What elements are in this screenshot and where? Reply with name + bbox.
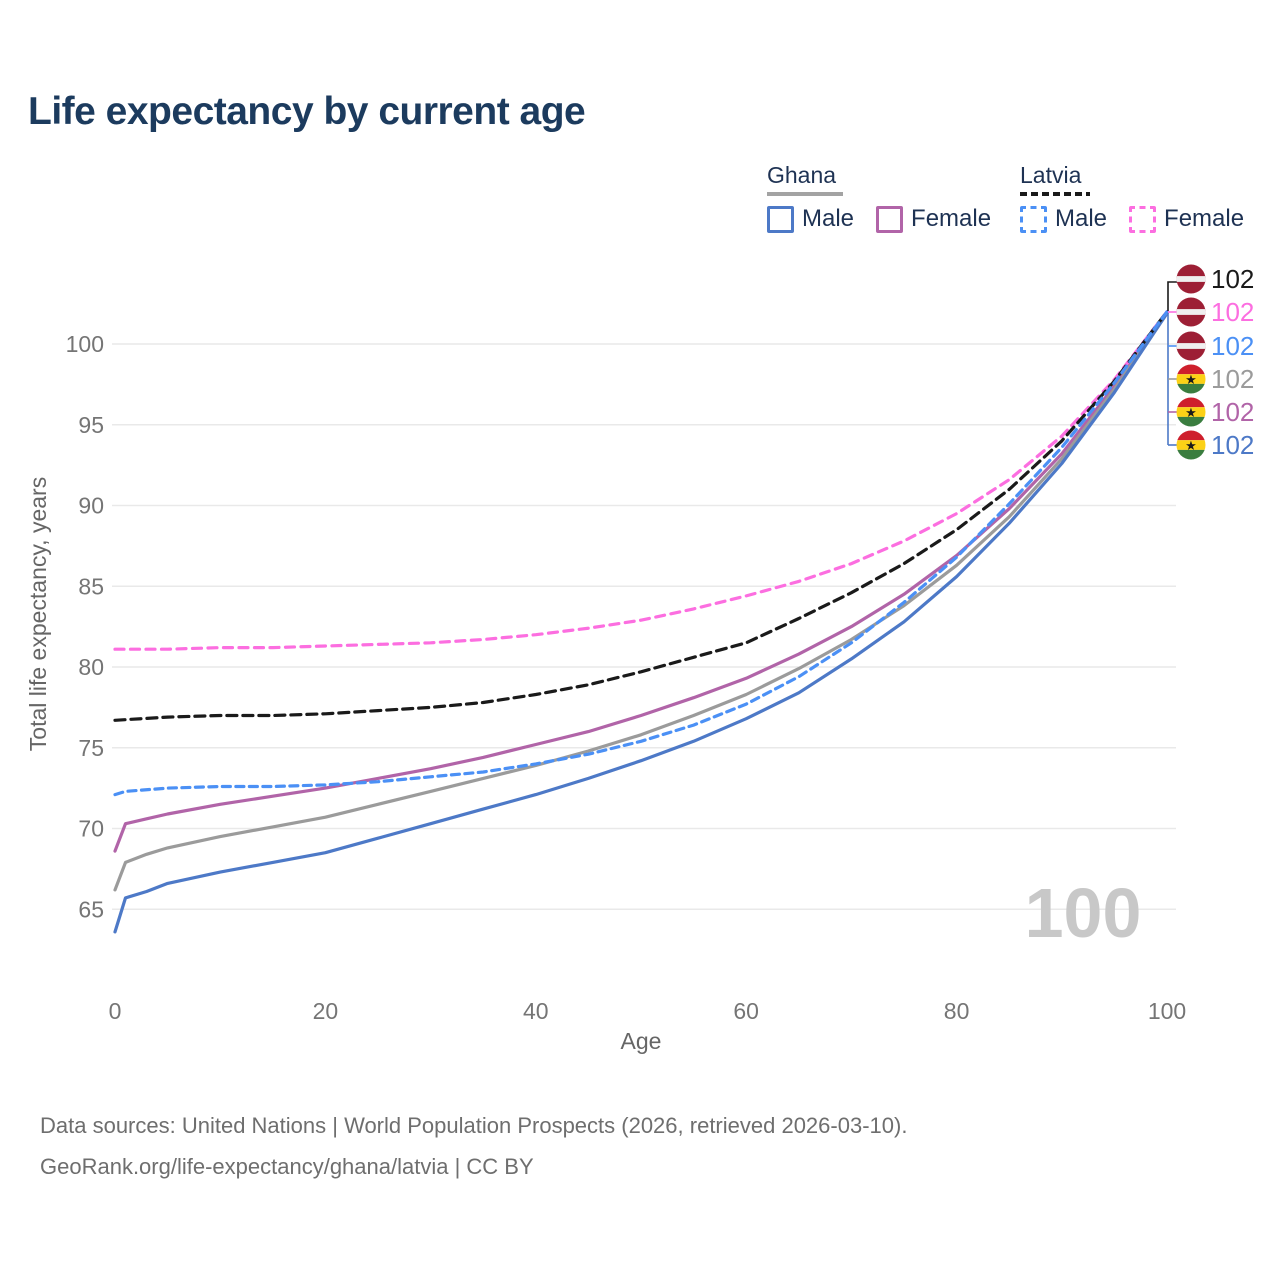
y-tick-90: 90 [78,493,104,519]
x-tick-100: 100 [1148,998,1186,1024]
footer-data-sources: Data sources: United Nations | World Pop… [40,1113,908,1138]
legend-group-latvia: Latvia Male Female [1020,162,1266,233]
y-tick-65: 65 [78,896,104,922]
ghana-male-swatch-icon [767,205,794,233]
end-label-value: 102 [1211,364,1254,394]
legend-country-ghana-label: Ghana [767,162,837,188]
legend-item-ghana-female[interactable]: Female [876,205,991,233]
end-label-leaders [1167,281,1177,446]
end-label-value: 102 [1211,430,1254,460]
series-latvia-female[interactable] [113,310,1169,651]
ghana-flag-icon: ★ [1176,364,1206,394]
legend-country-latvia[interactable]: Latvia [1020,162,1266,196]
latvia-flag-icon [1176,331,1206,361]
y-tick-70: 70 [78,816,104,842]
legend-ghana-male-label: Male [802,205,855,232]
series-ghana-male[interactable] [113,311,1169,934]
end-label-row: ★ 102 [1176,364,1254,394]
x-tick-20: 20 [313,998,339,1024]
end-label-row: ★ 102 [1176,397,1254,427]
legend-country-latvia-label: Latvia [1020,162,1082,188]
legend-country-ghana[interactable]: Ghana [767,162,1013,196]
watermark-age: 100 [1025,874,1142,952]
y-tick-75: 75 [78,735,104,761]
end-label-row: 102 [1176,264,1254,294]
latvia-flag-icon [1176,297,1206,327]
x-tick-80: 80 [944,998,970,1024]
end-label-value: 102 [1211,331,1254,361]
series-ghana-all[interactable] [113,311,1169,892]
latvia-male-swatch-icon [1020,205,1047,233]
end-label-row: 102 [1176,297,1254,327]
series-latvia-male[interactable] [113,310,1169,797]
legend-latvia-female-label: Female [1164,205,1245,232]
footer-attribution: GeoRank.org/life-expectancy/ghana/latvia… [40,1153,534,1179]
y-tick-95: 95 [78,412,104,438]
latvia-flag-icon [1176,264,1206,294]
x-axis-title: Age [621,1028,662,1054]
footer: Data sources: United Nations | World Pop… [40,1106,907,1187]
latvia-female-swatch-icon [1129,205,1157,233]
end-label-value: 102 [1211,264,1254,294]
end-label-row: 102 [1176,331,1254,361]
y-tick-80: 80 [78,654,104,680]
ghana-female-swatch-icon [876,205,904,233]
x-tick-40: 40 [523,998,549,1024]
legend-item-ghana-male[interactable]: Male [767,205,854,233]
ghana-solid-line-sample [767,192,843,196]
svg-text:★: ★ [1185,372,1197,387]
legend-item-latvia-female[interactable]: Female [1129,205,1244,233]
y-axis-title: Total life expectancy, years [25,477,51,751]
legend-latvia-male-label: Male [1055,205,1108,232]
end-label-value: 102 [1211,297,1254,327]
end-label-row: ★ 102 [1176,430,1254,460]
legend-group-ghana: Ghana Male Female [767,162,1013,233]
series-latvia-all[interactable] [113,310,1169,722]
series-ghana-female[interactable] [113,311,1169,853]
page-title: Life expectancy by current age [28,90,586,133]
y-tick-100: 100 [66,331,104,357]
y-tick-85: 85 [78,573,104,599]
ghana-flag-icon: ★ [1176,430,1206,460]
legend-item-latvia-male[interactable]: Male [1020,205,1107,233]
svg-text:★: ★ [1185,438,1197,453]
ghana-flag-icon: ★ [1176,397,1206,427]
svg-text:★: ★ [1185,405,1197,420]
x-tick-0: 0 [109,998,122,1024]
legend-ghana-female-label: Female [911,205,992,232]
end-label-value: 102 [1211,397,1254,427]
x-tick-60: 60 [733,998,759,1024]
latvia-dashed-line-sample [1020,192,1090,196]
